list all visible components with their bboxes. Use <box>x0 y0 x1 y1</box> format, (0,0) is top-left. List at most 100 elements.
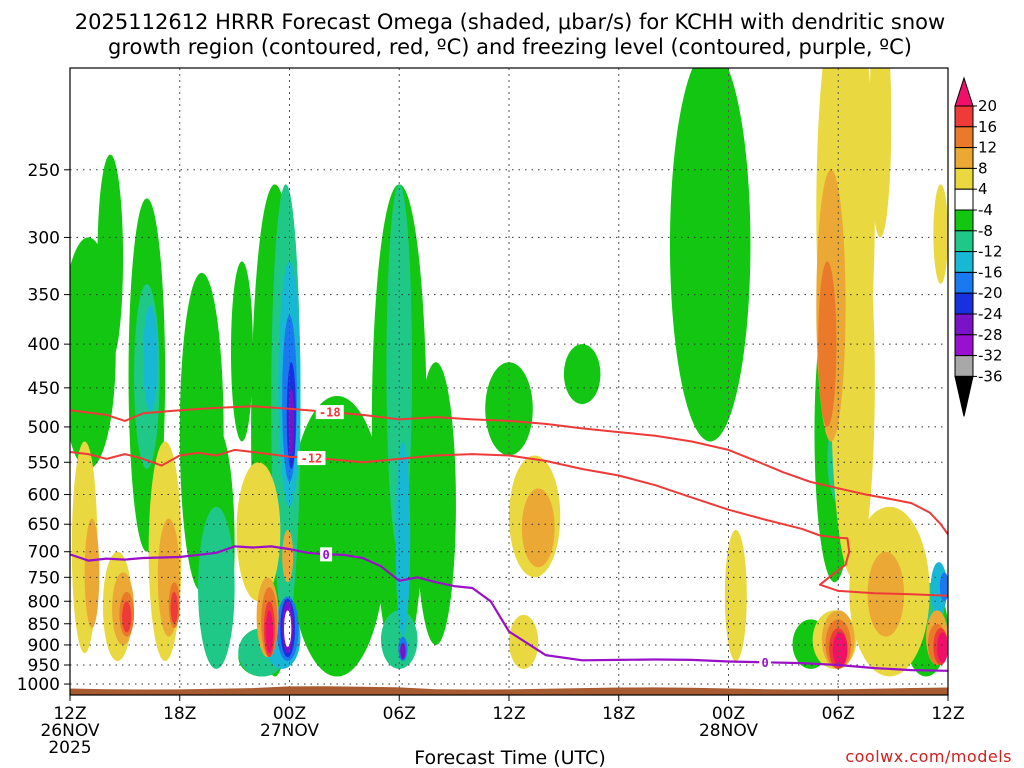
ytick-label-700: 700 <box>28 543 60 563</box>
ytick-label-850: 850 <box>28 615 60 635</box>
ytick-label-650: 650 <box>28 515 60 535</box>
omega-blob-7-5 <box>724 529 747 662</box>
omega-blob-8-5 <box>521 488 555 568</box>
x-axis-label: Forecast Time (UTC) <box>414 747 605 768</box>
colorbar-label-4: 4 <box>978 180 988 198</box>
ytick-label-750: 750 <box>28 568 60 588</box>
credit-text: coolwx.com/models <box>845 747 1012 766</box>
xtick-label-0-1: 26NOV <box>40 721 99 741</box>
colorbar-label-9: -20 <box>978 284 1003 302</box>
colorbar-bin-8 <box>954 251 974 273</box>
colorbar-label-1: 16 <box>978 118 997 136</box>
colorbar-bin-7 <box>954 230 974 253</box>
ytick-label-250: 250 <box>28 161 60 181</box>
xtick-label-6-0: 00Z <box>712 704 745 724</box>
xtick-label-7-0: 06Z <box>822 704 855 724</box>
ytick-label-900: 900 <box>28 636 60 656</box>
ytick-label-500: 500 <box>28 418 60 438</box>
omega-blob-11-2 <box>937 632 948 664</box>
xtick-label-3-0: 06Z <box>383 704 416 724</box>
omega-blob-11-1 <box>832 632 848 667</box>
ytick-label-400: 400 <box>28 335 60 355</box>
xtick-label-5-0: 18Z <box>602 704 635 724</box>
ytick-label-800: 800 <box>28 592 60 612</box>
colorbar-label-7: -12 <box>978 243 1003 261</box>
colorbar: 20 16 12 8 4 -4 -8 -12 -16 -20 -24 -28 -32 -36 <box>954 76 1003 417</box>
dgz-contour-1 <box>70 448 948 597</box>
ytick-label-550: 550 <box>28 453 60 473</box>
omega-shading <box>70 68 948 677</box>
omega-blob-2-0 <box>143 305 158 412</box>
colorbar-top-arrow <box>954 76 974 107</box>
colorbar-bin-5 <box>954 188 974 211</box>
omega-blob-0-10 <box>415 362 456 645</box>
title-line-2: growth region (contoured, red, ºC) and f… <box>108 35 912 59</box>
ytick-label-600: 600 <box>28 486 60 506</box>
contours: -18 -12 0 0 <box>70 405 948 672</box>
dgz-label-0-bg <box>315 405 344 420</box>
colorbar-label-6: -8 <box>978 222 993 240</box>
omega-blob-0-11 <box>485 362 533 456</box>
y-axis-ticks: 2503003504004505005506006507007508008509… <box>17 161 70 695</box>
terrain-fill <box>70 686 948 695</box>
colorbar-label-12: -32 <box>978 347 1003 365</box>
title-line-1: 2025112612 HRRR Forecast Omega (shaded, … <box>75 10 945 34</box>
colorbar-label-0: 20 <box>978 97 997 115</box>
colorbar-bin-6 <box>954 209 974 232</box>
colorbar-label-3: 8 <box>978 159 988 177</box>
omega-blob-1-1 <box>198 506 235 669</box>
colorbar-bin-11 <box>954 313 974 336</box>
omega-blob-10-0 <box>122 601 132 633</box>
dgz-label-1: -12 <box>301 452 323 466</box>
terrain <box>70 686 948 695</box>
ytick-label-350: 350 <box>28 286 60 306</box>
omega-blob-0-5 <box>230 261 253 442</box>
omega-blob-3-4 <box>939 572 948 602</box>
freezing-label-1-bg <box>320 547 333 562</box>
freezing-label-1: 0 <box>322 548 329 562</box>
ytick-label-300: 300 <box>28 228 60 248</box>
colorbar-bottom-arrow <box>954 375 974 417</box>
omega-blob-0-13 <box>669 68 751 442</box>
colorbar-label-10: -24 <box>978 305 1003 323</box>
omega-blob-11-0 <box>265 610 274 654</box>
omega-blob-8-0 <box>84 518 100 629</box>
xtick-label-4-0: 12Z <box>492 704 525 724</box>
dgz-label-0: -18 <box>319 406 341 420</box>
colorbar-label-5: -4 <box>978 201 993 219</box>
colorbar-label-13: -36 <box>978 367 1003 385</box>
omega-blob-6-0 <box>284 610 292 648</box>
colorbar-bin-13 <box>954 355 974 377</box>
ytick-label-450: 450 <box>28 379 60 399</box>
xtick-label-8-0: 12Z <box>931 704 964 724</box>
omega-blob-0-8 <box>287 395 387 677</box>
colorbar-bin-2 <box>954 126 974 149</box>
omega-blob-10-1 <box>170 591 178 624</box>
freezing-level-contour <box>70 545 948 672</box>
xtick-label-0-2: 2025 <box>48 738 91 758</box>
omega-blob-7-3 <box>236 462 281 602</box>
colorbar-bin-1 <box>954 105 974 128</box>
omega-blob-7-7 <box>869 68 892 238</box>
omega-blob-2-2 <box>395 441 411 637</box>
freezing-label-2: 0 <box>761 656 768 670</box>
plot-area: -18 -12 0 0 <box>70 68 948 695</box>
xtick-label-0-0: 12Z <box>53 704 86 724</box>
xtick-label-2-1: 27NOV <box>260 721 319 741</box>
dgz-contour-0 <box>70 405 948 535</box>
omega-blob-5-0 <box>288 387 295 456</box>
omega-blob-8-3 <box>282 529 294 583</box>
colorbar-bin-3 <box>954 147 974 169</box>
omega-blob-0-12 <box>563 344 601 404</box>
omega-blob-9-3 <box>818 261 837 427</box>
freezing-label-2-bg <box>759 655 772 670</box>
xtick-label-2-0: 00Z <box>273 704 306 724</box>
colorbar-label-8: -16 <box>978 263 1003 281</box>
ytick-label-950: 950 <box>28 656 60 676</box>
colorbar-bin-10 <box>954 292 974 315</box>
omega-blob-0-1 <box>97 154 124 363</box>
omega-blob-5-2 <box>400 642 406 660</box>
colorbar-bin-4 <box>954 167 974 190</box>
